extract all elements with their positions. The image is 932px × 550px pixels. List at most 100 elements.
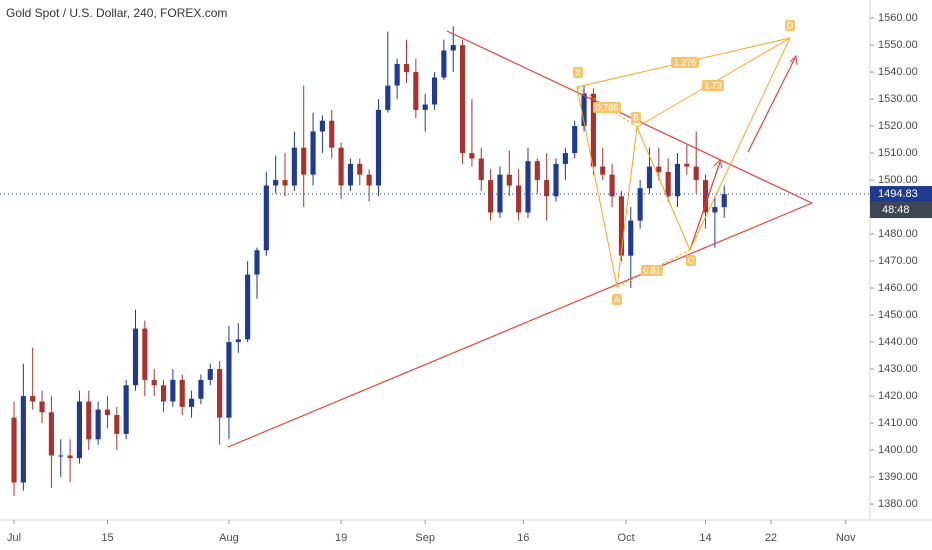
candle-body — [656, 166, 662, 172]
candle-body — [188, 398, 195, 407]
y-tick-label: 1510.00 — [878, 147, 918, 159]
candle-body — [497, 174, 503, 213]
point-tag: C — [686, 255, 696, 266]
axes: 1380.00 1390.00 1400.00 1410.00 1420.00 1430.… — [0, 12, 932, 544]
candle-body — [646, 166, 653, 189]
candle-body — [702, 180, 709, 213]
candle-body — [562, 153, 568, 164]
x-tick-label: Sep — [415, 532, 435, 544]
candle-body — [431, 77, 438, 105]
arrow-head — [713, 159, 723, 169]
point-tag: D — [785, 20, 795, 31]
candle-body — [39, 401, 45, 413]
candle-body — [506, 174, 512, 186]
arrow-head — [789, 54, 798, 66]
ratio-label: 0.786 — [596, 102, 619, 112]
candle-body — [86, 401, 92, 440]
candle-body — [226, 342, 232, 418]
candle-body — [235, 339, 241, 343]
candle-body — [151, 379, 157, 386]
candle-body — [693, 166, 699, 181]
candle-body — [544, 180, 550, 197]
x-tick-label: 15 — [101, 532, 113, 544]
y-tick-label: 1400.00 — [878, 444, 918, 456]
candle-body — [58, 455, 64, 457]
y-tick-label: 1430.00 — [878, 363, 918, 375]
upper-trendline — [446, 30, 813, 204]
y-tick-label: 1480.00 — [878, 228, 918, 240]
candle-body — [282, 180, 288, 186]
candle-body — [319, 120, 325, 132]
y-tick-label: 1390.00 — [878, 471, 918, 483]
countdown-label: 48:48 — [882, 204, 910, 216]
candle-body — [600, 166, 606, 175]
candle-body — [11, 417, 17, 483]
candle-body — [254, 250, 260, 275]
ratio-tag: 1.276 — [671, 57, 699, 68]
x-tick-label: 19 — [335, 532, 347, 544]
candle-body — [217, 369, 223, 418]
candle-body — [590, 93, 596, 167]
candle-body — [534, 161, 540, 181]
candle-body — [721, 194, 727, 208]
candle-body — [450, 45, 456, 51]
candle-body — [394, 63, 400, 86]
candle-body — [712, 207, 718, 213]
candle-body — [301, 147, 307, 175]
candle-body — [76, 401, 83, 459]
candle-body — [95, 409, 101, 440]
point-tag: X — [573, 67, 583, 78]
y-tick-label: 1540.00 — [878, 66, 918, 78]
y-tick-label: 1450.00 — [878, 309, 918, 321]
candle-body — [104, 409, 111, 415]
point-tag: B — [631, 112, 641, 123]
candle-body — [413, 72, 419, 110]
point-label: C — [688, 255, 695, 265]
last-price-label: 1494.83 — [878, 188, 918, 200]
point-tag: A — [612, 294, 622, 305]
y-tick-label: 1560.00 — [878, 12, 918, 24]
candle-body — [422, 104, 428, 110]
point-label: D — [787, 20, 794, 30]
candles — [11, 26, 727, 496]
candle-body — [375, 109, 382, 186]
candle-body — [572, 126, 578, 154]
candle-body — [310, 131, 316, 175]
candle-body — [170, 379, 176, 402]
arrow — [747, 57, 796, 153]
candle-body — [516, 185, 522, 213]
candle-body — [160, 385, 167, 402]
ratio-label: 1.73 — [704, 80, 722, 90]
y-tick-label: 1420.00 — [878, 390, 918, 402]
candle-body — [609, 174, 615, 197]
candle-body — [347, 163, 353, 186]
candle-body — [123, 385, 129, 434]
candle-body — [273, 180, 279, 186]
x-tick-label: 16 — [517, 532, 529, 544]
candle-body — [403, 63, 410, 73]
candle-body — [132, 328, 139, 386]
arrow — [689, 161, 721, 251]
x-tick-label: 22 — [765, 532, 777, 544]
candle-body — [628, 220, 634, 256]
candle-body — [329, 120, 335, 148]
y-tick-label: 1520.00 — [878, 120, 918, 132]
ratio-label: 0.81 — [643, 265, 661, 275]
candle-body — [245, 274, 251, 340]
candle-body — [469, 153, 475, 159]
point-label: B — [633, 112, 639, 122]
x-tick-label: Nov — [836, 532, 856, 544]
ratio-tag: 0.786 — [593, 102, 621, 113]
candle-body — [553, 163, 559, 197]
candle-body — [441, 50, 447, 78]
harmonic-pattern: X A B C D 0.786 1.276 1.73 0.81 — [573, 20, 795, 305]
candle-body — [142, 328, 148, 380]
y-tick-label: 1440.00 — [878, 336, 918, 348]
trendlines — [227, 30, 813, 448]
candle-body — [581, 93, 587, 127]
candle-body — [67, 455, 73, 459]
chart-title: Gold Spot / U.S. Dollar, 240, FOREX.com — [6, 6, 227, 20]
y-tick-label: 1380.00 — [878, 498, 918, 510]
y-tick-label: 1530.00 — [878, 93, 918, 105]
x-tick-label: Jul — [7, 532, 21, 544]
